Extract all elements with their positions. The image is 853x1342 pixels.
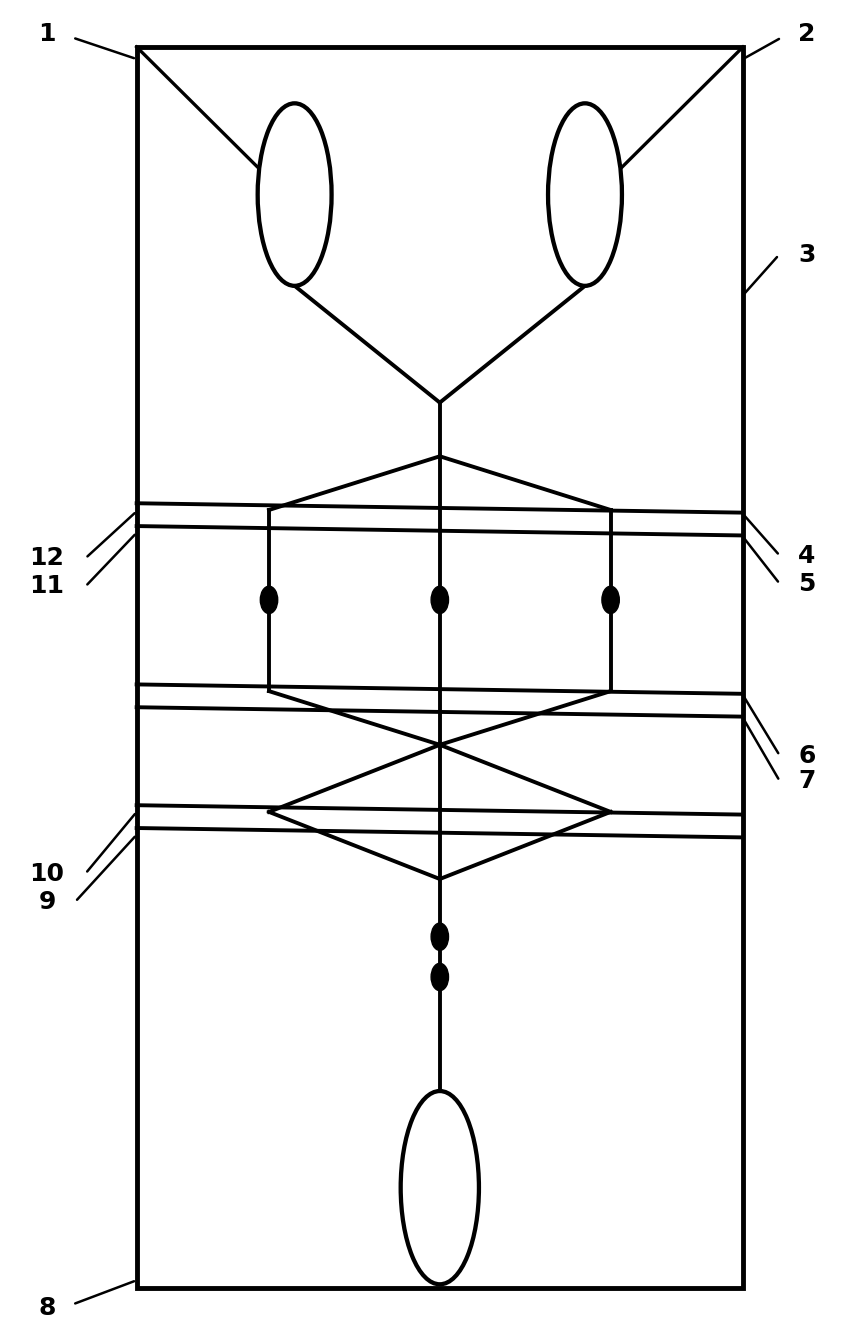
Text: 11: 11 [30,574,64,599]
Text: 9: 9 [38,890,55,914]
Text: 8: 8 [38,1296,55,1321]
Text: 3: 3 [798,243,815,267]
Text: 10: 10 [30,862,64,886]
Text: 6: 6 [798,743,815,768]
Text: 5: 5 [798,572,815,596]
Text: 1: 1 [38,21,55,46]
Ellipse shape [548,103,621,286]
Text: 12: 12 [30,546,64,570]
Circle shape [601,586,618,613]
Text: 4: 4 [798,544,815,568]
Circle shape [431,923,448,950]
Ellipse shape [258,103,331,286]
Text: 7: 7 [798,769,815,793]
Circle shape [431,586,448,613]
Circle shape [260,586,277,613]
Text: 2: 2 [798,21,815,46]
Bar [136,47,742,1288]
Ellipse shape [400,1091,479,1284]
Circle shape [431,964,448,990]
